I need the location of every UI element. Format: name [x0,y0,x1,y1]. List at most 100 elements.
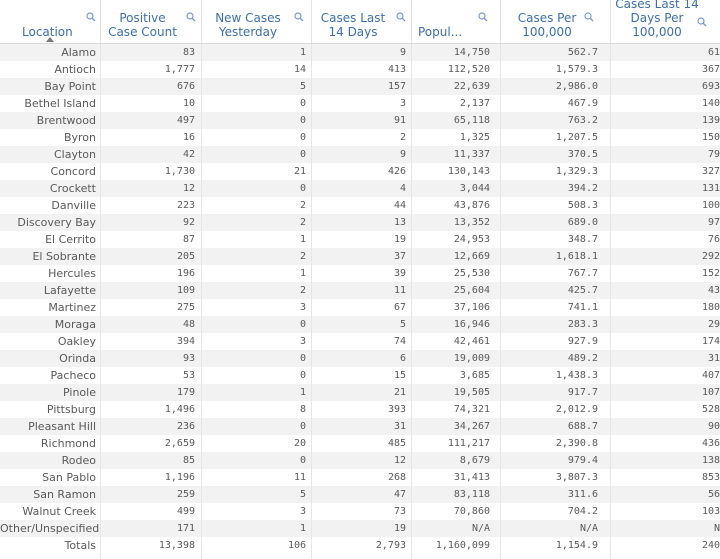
table-row[interactable]: Walnut Creek 499 3 73 70,860 704.2 103 [0,503,720,520]
table-row[interactable]: El Sobrante 205 2 37 12,669 1,618.1 292 [0,248,720,265]
column-header-label: Location [22,25,73,39]
value-cell: 47 [393,489,406,500]
value-cell: 10 [182,98,195,109]
location-cell: Clayton [53,148,96,161]
column-divider [500,44,501,559]
value-cell: 25,530 [453,268,490,279]
value-cell: 367 [701,64,720,75]
value-cell: 0 [299,98,306,109]
location-cell: Crockett [49,182,96,195]
table-row[interactable]: El Cerrito 87 1 19 24,953 348.7 76 [0,231,720,248]
value-cell: 393 [387,404,406,415]
value-cell: 19 [393,523,406,534]
table-row[interactable]: Martinez 275 3 67 37,106 741.1 180 [0,299,720,316]
table-row[interactable]: Byron 16 0 2 1,325 1,207.5 150 [0,129,720,146]
value-cell: 3 [299,302,306,313]
search-icon[interactable] [294,12,304,22]
value-cell: 131 [701,183,720,194]
value-cell: 3 [299,336,306,347]
value-cell: 2 [299,285,306,296]
location-cell: Oakley [57,335,96,348]
header-cell[interactable]: New Cases Yesterday [201,0,311,43]
table-row[interactable]: Concord 1,730 21 426 130,143 1,329.3 327 [0,163,720,180]
value-cell: 34,267 [453,421,490,432]
value-cell: 467.9 [567,98,598,109]
value-cell: 497 [176,115,195,126]
table-row[interactable]: Danville 223 2 44 43,876 508.3 100 [0,197,720,214]
column-header-label: Popul... [418,25,463,39]
search-icon[interactable] [584,12,594,22]
table-row[interactable]: Discovery Bay 92 2 13 13,352 689.0 97 [0,214,720,231]
value-cell: 1,160,099 [435,540,490,551]
value-cell: 43,876 [453,200,490,211]
value-cell: 489.2 [567,353,598,364]
value-cell: 112,520 [447,64,490,75]
sort-ascending-icon[interactable] [46,37,54,42]
table-row[interactable]: Antioch 1,777 14 413 112,520 1,579.3 367 [0,61,720,78]
table-row[interactable]: San Ramon 259 5 47 83,118 311.6 56 [0,486,720,503]
table-row[interactable]: Richmond 2,659 20 485 111,217 2,390.8 436 [0,435,720,452]
table-row[interactable]: San Pablo 1,196 11 268 31,413 3,807.3 853 [0,469,720,486]
table-row[interactable]: Hercules 196 1 39 25,530 767.7 152 [0,265,720,282]
table-row[interactable]: Crockett 12 0 4 3,044 394.2 131 [0,180,720,197]
table-row[interactable]: Orinda 93 0 6 19,009 489.2 31 [0,350,720,367]
value-cell: 0 [299,353,306,364]
value-cell: 407 [701,370,720,381]
value-cell: N [713,523,720,534]
column-header-label: Cases Last 14 Days Per 100,000 [615,0,699,39]
table-row[interactable]: Alamo 83 1 9 14,750 562.7 61 [0,44,720,61]
value-cell: 12 [182,183,195,194]
value-cell: 171 [176,523,195,534]
location-cell: Concord [50,165,96,178]
location-cell: Pittsburg [46,403,96,416]
header-cell[interactable]: Cases Last 14 Days [311,0,411,43]
header-cell[interactable]: Positive Case Count [100,0,201,43]
header-cell[interactable]: Popul... [411,0,500,43]
table-row[interactable]: Moraga 48 0 5 16,946 283.3 29 [0,316,720,333]
search-icon[interactable] [86,12,96,22]
value-cell: 394 [176,336,195,347]
table-row[interactable]: Oakley 394 3 74 42,461 927.9 174 [0,333,720,350]
value-cell: 9 [399,149,406,160]
search-icon[interactable] [697,17,707,27]
table-row[interactable]: Brentwood 497 0 91 65,118 763.2 139 [0,112,720,129]
location-cell: Walnut Creek [22,505,96,518]
table-row[interactable]: Rodeo 85 0 12 8,679 979.4 138 [0,452,720,469]
value-cell: 91 [393,115,406,126]
search-icon[interactable] [396,12,406,22]
value-cell: 693 [701,81,720,92]
table-row[interactable]: Pittsburg 1,496 8 393 74,321 2,012.9 528 [0,401,720,418]
table-row[interactable]: Pacheco 53 0 15 3,685 1,438.3 407 [0,367,720,384]
header-cell[interactable]: Cases Last 14 Days Per 100,000 [610,0,720,43]
table-row[interactable]: Bethel Island 10 0 3 2,137 467.9 140 [0,95,720,112]
header-cell[interactable]: Cases Per 100,000 [500,0,610,43]
value-cell: 425.7 [567,285,598,296]
header-cell[interactable]: Location [0,0,100,43]
table-row[interactable]: Bay Point 676 5 157 22,639 2,986.0 693 [0,78,720,95]
value-cell: 485 [387,438,406,449]
search-icon[interactable] [478,12,488,22]
value-cell: 13,352 [453,217,490,228]
value-cell: 8 [299,404,306,415]
table-row[interactable]: Clayton 42 0 9 11,337 370.5 79 [0,146,720,163]
value-cell: 107 [701,387,720,398]
value-cell: 74 [393,336,406,347]
value-cell: 0 [299,455,306,466]
table-row[interactable]: Lafayette 109 2 11 25,604 425.7 43 [0,282,720,299]
value-cell: 139 [701,115,720,126]
value-cell: 14 [293,64,306,75]
search-icon[interactable] [186,12,196,22]
value-cell: 15 [393,370,406,381]
value-cell: 20 [293,438,306,449]
value-cell: 2 [299,200,306,211]
value-cell: 179 [176,387,195,398]
value-cell: 5 [299,489,306,500]
location-cell: Pleasant Hill [28,420,96,433]
value-cell: 0 [299,370,306,381]
table-row[interactable]: Other/Unspecified 171 1 19 N/A N/A N [0,520,720,537]
value-cell: 413 [387,64,406,75]
value-cell: 150 [701,132,720,143]
table-row[interactable]: Pleasant Hill 236 0 31 34,267 688.7 90 [0,418,720,435]
totals-row[interactable]: Totals 13,398 106 2,793 1,160,099 1,154.9 240 [0,537,720,554]
table-row[interactable]: Pinole 179 1 21 19,505 917.7 107 [0,384,720,401]
